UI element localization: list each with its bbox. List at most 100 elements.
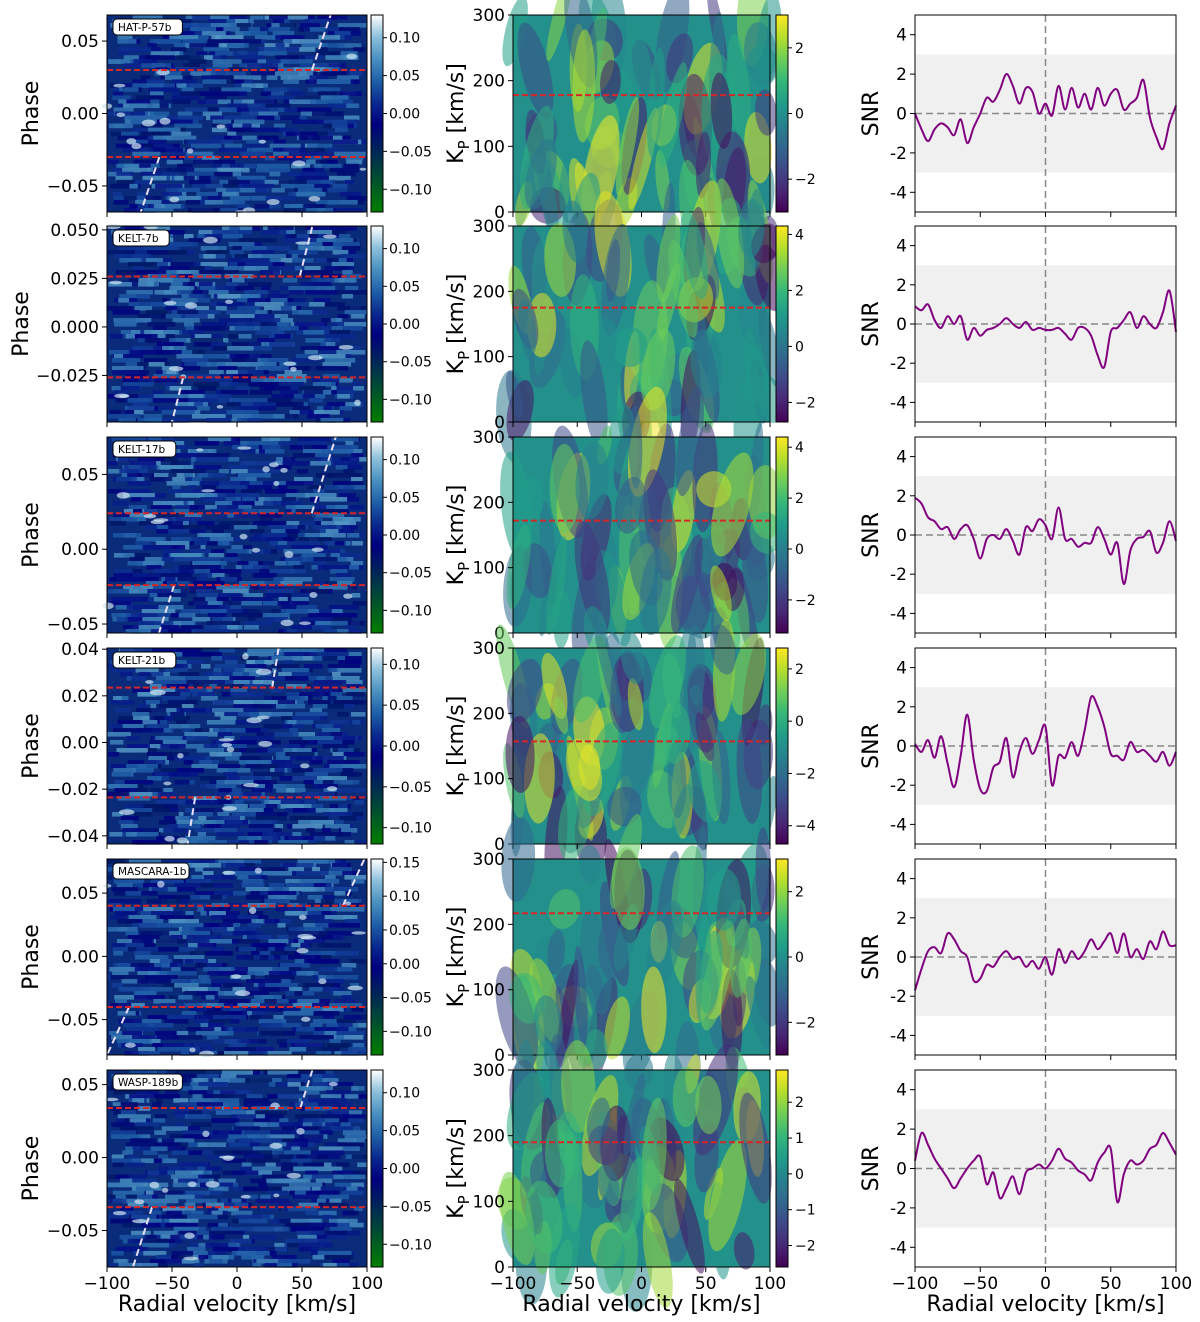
x-tick-label: 50 [695, 1274, 717, 1294]
snr-tick-label: -2 [890, 354, 907, 374]
kp-axis-label: KP [km/s] [444, 274, 473, 375]
phase-tick-label: 0.000 [50, 318, 99, 338]
x-tick-label: −50 [559, 1274, 595, 1294]
x-tick-label: −50 [962, 1274, 998, 1294]
phase-tick-label: 0.00 [61, 734, 99, 754]
colorbar-tick-label: −2 [795, 1239, 816, 1255]
colorbar-tick-label: 4 [795, 227, 804, 243]
snr-tick-label: -4 [890, 1026, 907, 1046]
snr-axis-label: SNR [859, 723, 884, 769]
kp-axis-label: KP [km/s] [444, 63, 473, 164]
kp-axis-label: KP [km/s] [444, 485, 473, 586]
phase-tick-label: 0.04 [61, 640, 99, 660]
colorbar-tick-label: −0.10 [389, 821, 432, 837]
colorbar-tick-label: −0.05 [389, 991, 432, 1007]
kp-tick-label: 0 [494, 413, 505, 433]
colorbar-tick-label: 0.05 [389, 1124, 420, 1140]
phase-axis-label: Phase [19, 924, 44, 990]
kp-tick-label: 300 [473, 6, 505, 26]
kp-tick-label: 300 [473, 428, 505, 448]
x-tick-label: 0 [636, 1274, 647, 1294]
snr-panel: -4 -2 0 2 4 SNR [859, 1069, 1177, 1272]
colorbar-tick-label: 2 [795, 41, 804, 57]
kp-tick-label: 200 [473, 704, 505, 724]
phase-tick-label: 0.05 [61, 32, 99, 52]
phase-axis-label: Phase [19, 1136, 44, 1202]
x-tick-label: −100 [892, 1274, 939, 1294]
kp-map-panel: 0 100 200 300 KP [km/s] 4 2 0 −2 [444, 385, 816, 688]
phase-tick-label: 0.00 [61, 105, 99, 125]
kp-tick-label: 100 [473, 137, 505, 157]
colorbar-viridis [775, 225, 789, 423]
colorbar-viridis [775, 858, 789, 1056]
planet-label-box [112, 1073, 183, 1091]
planet-label: WASP-189b [112, 1073, 183, 1091]
colorbar-tick-label: 0 [795, 542, 804, 558]
planet-name: KELT-7b [118, 233, 159, 245]
x-axis-label: Radial velocity [km/s] [522, 1292, 760, 1317]
snr-tick-label: 2 [896, 1120, 907, 1140]
colorbar-tick-label: 0.05 [389, 279, 420, 295]
colorbar-viridis [775, 436, 789, 634]
kp-tick-label: 300 [473, 850, 505, 870]
colorbar-tick-label: −2 [795, 172, 816, 188]
snr-axis-label: SNR [859, 1146, 884, 1192]
snr-tick-label: 4 [896, 659, 907, 679]
colorbar-viridis [775, 14, 789, 213]
colorbar-tick-label: −0.05 [389, 1199, 432, 1215]
x-tick-label: 50 [1100, 1274, 1122, 1294]
snr-tick-label: 2 [896, 698, 907, 718]
phase-tick-label: −0.02 [47, 780, 99, 800]
snr-panel: -4 -2 0 2 4 SNR [859, 225, 1177, 427]
kp-map-panel: 0 100 200 300 KP [km/s] 2 1 0 −1 −2 [444, 1021, 816, 1312]
kp-tick-label: 0 [494, 835, 505, 855]
kp-tick-label: 300 [473, 217, 505, 237]
kp-map-panel: 0 100 200 300 KP [km/s] 2 0 −2 [444, 814, 816, 1093]
kp-tick-label: 100 [473, 348, 505, 368]
phase-map-panel: HAT-P-57b 0.05 0.00 −0.05 Phase 0.10 0.05 0.00 −… [19, 14, 432, 217]
x-tick-label: 50 [291, 1274, 313, 1294]
kp-tick-label: 200 [473, 915, 505, 935]
colorbar-ocean [370, 14, 384, 213]
colorbar-tick-label: 0 [795, 714, 804, 730]
phase-tick-label: −0.05 [47, 1222, 99, 1242]
kp-map-panel: 0 100 200 300 KP [km/s] 2 0 −2 −4 [444, 611, 816, 894]
colorbar-tick-label: −0.10 [389, 182, 432, 198]
planet-label: MASCARA-1b [112, 862, 190, 880]
kp-tick-label: 100 [473, 981, 505, 1001]
colorbar-tick-label: 0.00 [389, 957, 420, 973]
snr-axis-label: SNR [859, 301, 884, 347]
colorbar-tick-label: −2 [795, 1015, 816, 1031]
colorbar-tick-label: 0 [795, 1167, 804, 1183]
colorbar-tick-label: 0.00 [389, 107, 420, 123]
phase-tick-label: 0.02 [61, 687, 99, 707]
snr-tick-label: 4 [896, 870, 907, 890]
phase-tick-label: 0.00 [61, 947, 99, 967]
colorbar-tick-label: 0.10 [389, 889, 420, 905]
snr-tick-label: 2 [896, 487, 907, 507]
snr-panel: -4 -2 0 2 4 SNR [859, 436, 1177, 638]
snr-tick-label: 2 [896, 276, 907, 296]
colorbar-tick-label: −0.10 [389, 1237, 432, 1253]
colorbar-tick-label: −2 [795, 395, 816, 411]
colorbar-tick-label: −2 [795, 766, 816, 782]
colorbar-tick-label: 0.10 [389, 31, 420, 47]
kp-tick-label: 200 [473, 1127, 505, 1147]
colorbar-tick-label: 0 [795, 107, 804, 123]
snr-axis-label: SNR [859, 934, 884, 980]
kp-tick-label: 300 [473, 639, 505, 659]
planet-label: KELT-21b [112, 651, 177, 669]
colorbar-tick-label: 0.00 [389, 1162, 420, 1178]
x-tick-label: 0 [1040, 1274, 1051, 1294]
snr-series-line [914, 930, 1177, 991]
colorbar-tick-label: −0.05 [389, 566, 432, 582]
x-tick-label: 100 [351, 1274, 383, 1294]
phase-tick-label: 0.05 [61, 1076, 99, 1096]
snr-tick-label: -4 [890, 815, 907, 835]
colorbar-tick-label: 2 [795, 491, 804, 507]
snr-series-line [914, 289, 1177, 369]
colorbar-tick-label: −4 [795, 819, 816, 835]
snr-series-line [914, 496, 1177, 586]
phase-tick-label: 0.05 [61, 465, 99, 485]
colorbar-tick-label: 2 [795, 1095, 804, 1111]
